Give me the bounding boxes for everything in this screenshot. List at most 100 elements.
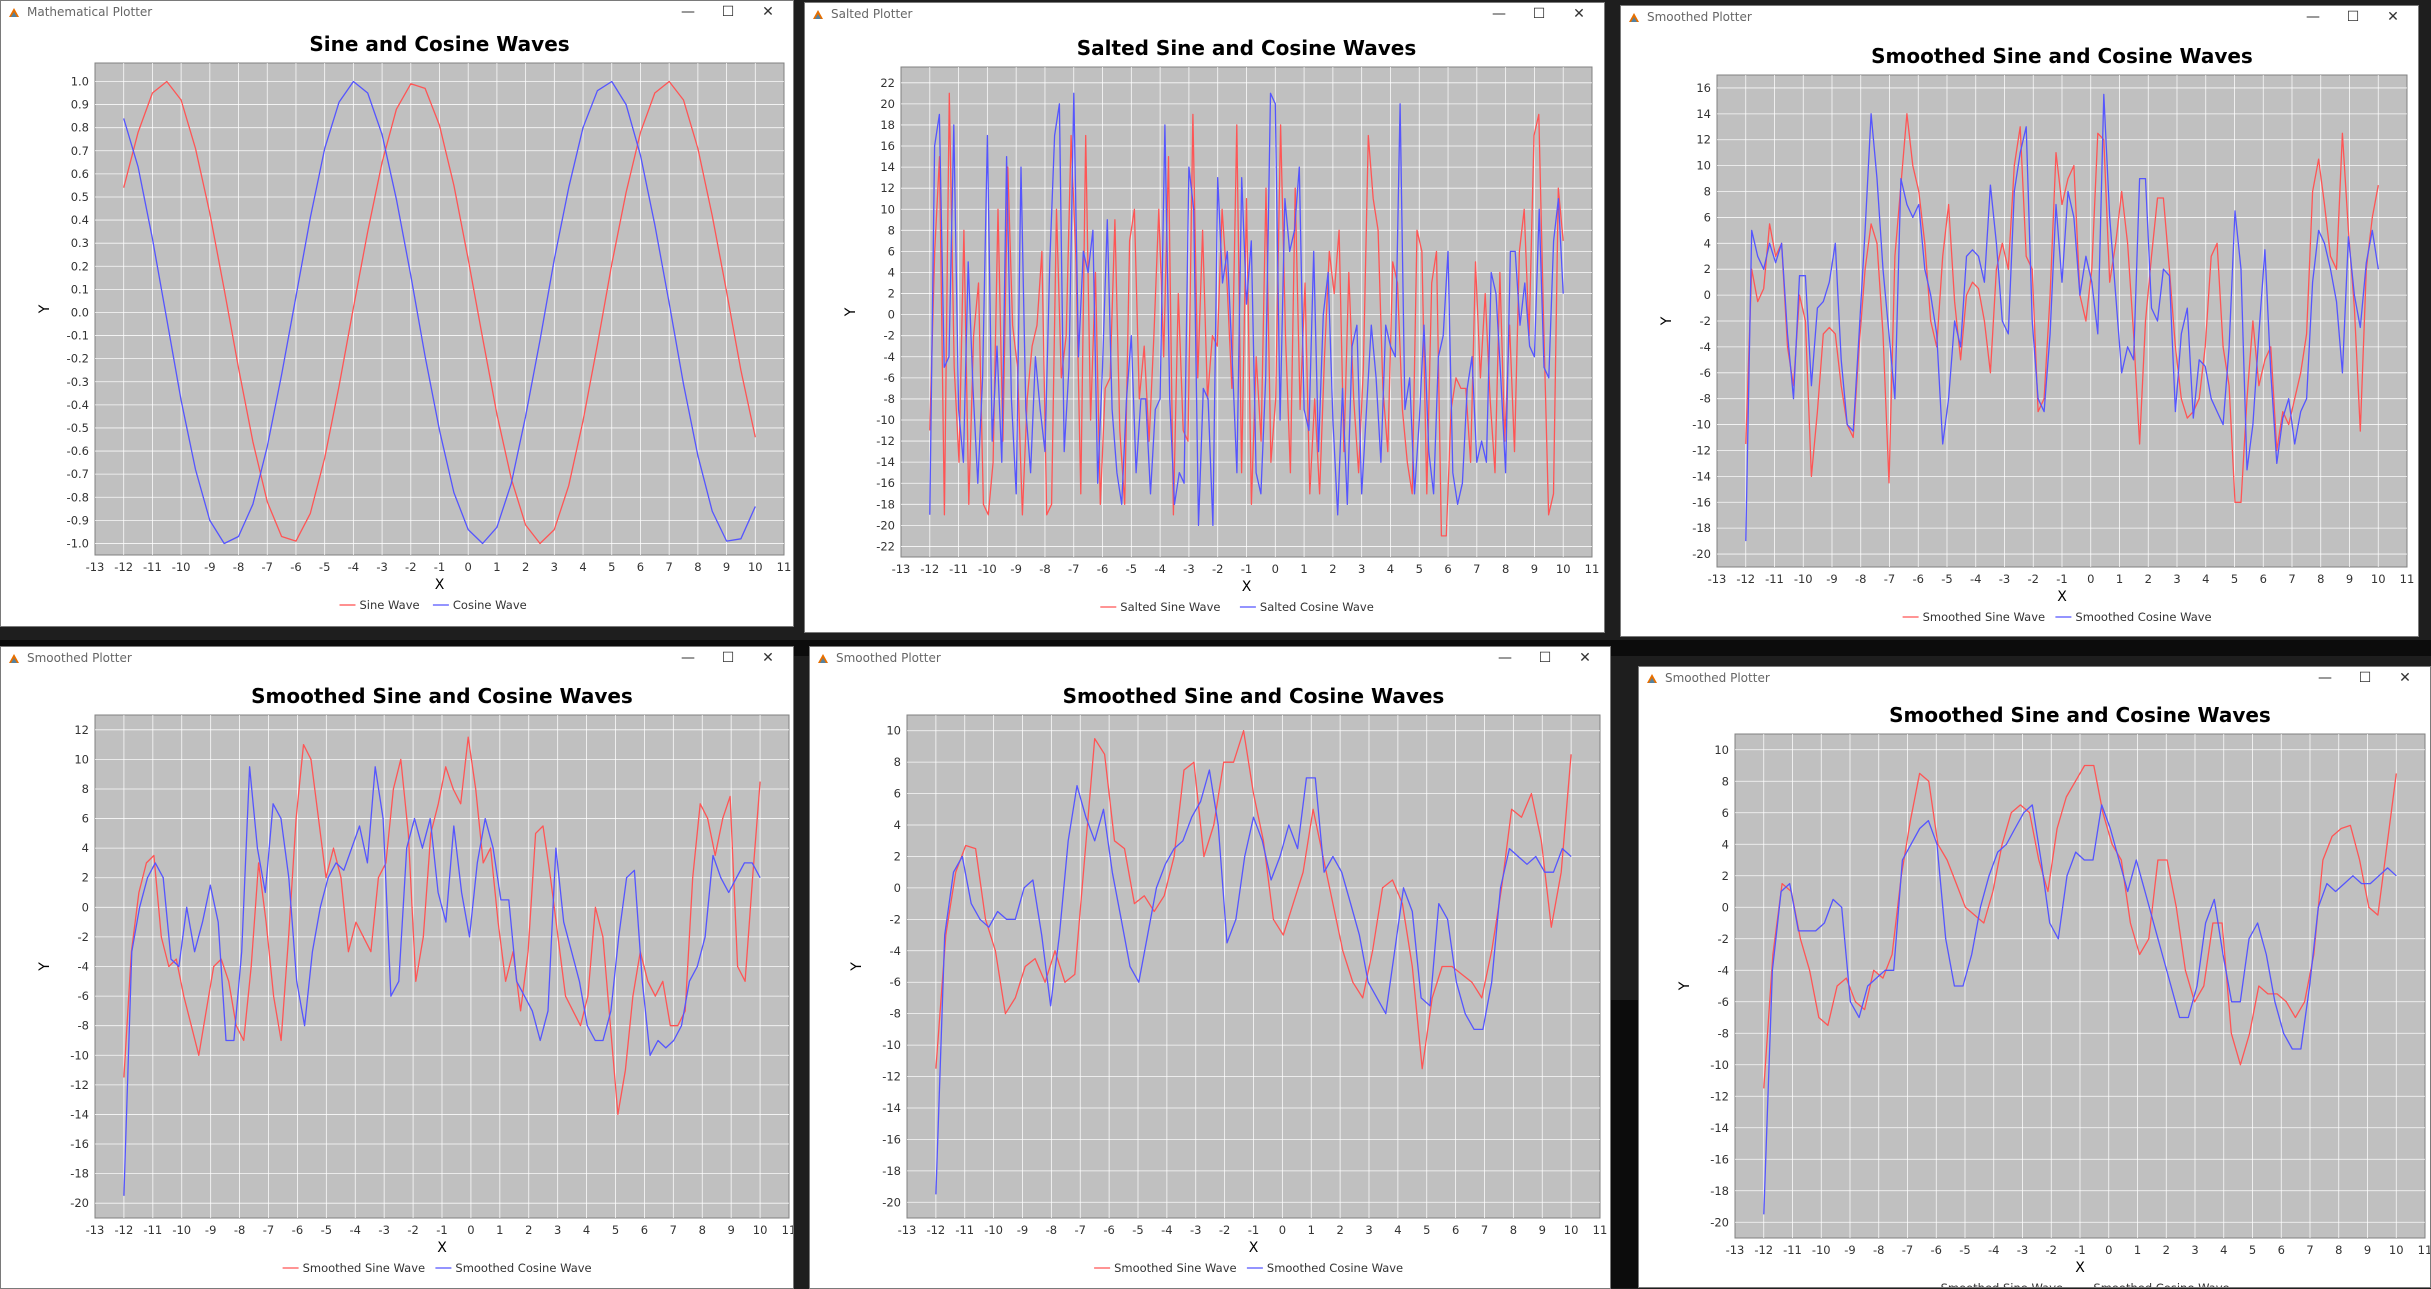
- y-tick-label: 2: [82, 871, 89, 885]
- x-tick-label: -4: [1161, 1223, 1172, 1237]
- y-tick-label: 1.0: [71, 74, 89, 88]
- close-button[interactable]: ✕: [2387, 9, 2399, 25]
- x-tick-label: 6: [2278, 1243, 2285, 1257]
- legend-entry: Salted Sine Wave: [1120, 600, 1220, 614]
- y-tick-label: -12: [1692, 443, 1711, 457]
- java-app-icon: [818, 654, 828, 663]
- x-tick-label: 7: [2288, 572, 2295, 586]
- window-titlebar[interactable]: Smoothed Plotter — ☐ ✕: [1, 647, 793, 671]
- x-tick-label: -5: [321, 1223, 332, 1237]
- y-tick-label: -10: [882, 1038, 901, 1052]
- y-tick-label: -22: [876, 539, 895, 553]
- minimize-button[interactable]: —: [2306, 9, 2320, 25]
- y-tick-label: -2: [1718, 932, 1729, 946]
- close-button[interactable]: ✕: [1573, 6, 1585, 22]
- y-tick-label: 0.3: [71, 236, 89, 250]
- x-tick-label: 0: [1272, 562, 1279, 576]
- window-titlebar[interactable]: Smoothed Plotter — ☐ ✕: [1621, 6, 2418, 30]
- plotter-window[interactable]: Smoothed Plotter — ☐ ✕ Smoothed Sine and Cos…: [0, 646, 794, 1289]
- y-tick-label: 2: [1722, 869, 1729, 883]
- window-titlebar[interactable]: Mathematical Plotter — ☐ ✕: [1, 1, 793, 25]
- minimize-button[interactable]: —: [1492, 6, 1506, 22]
- x-tick-label: -1: [1248, 1223, 1259, 1237]
- minimize-button[interactable]: —: [2318, 670, 2332, 686]
- window-titlebar[interactable]: Smoothed Plotter — ☐ ✕: [1639, 667, 2430, 691]
- x-tick-label: 7: [666, 560, 673, 574]
- x-tick-label: 4: [579, 560, 586, 574]
- minimize-button[interactable]: —: [681, 650, 695, 666]
- x-tick-label: 0: [2105, 1243, 2112, 1257]
- x-tick-label: -12: [1754, 1243, 1773, 1257]
- y-tick-label: -16: [876, 476, 895, 490]
- line-chart: Smoothed Sine and Cosine Waves-13 -12 -11-…: [37, 684, 793, 1275]
- y-tick-label: -8: [884, 392, 895, 406]
- x-tick-label: 4: [1394, 1223, 1401, 1237]
- y-tick-label: 0.1: [71, 282, 89, 296]
- close-button[interactable]: ✕: [762, 650, 774, 666]
- x-tick-label: 1: [493, 560, 500, 574]
- y-tick-label: 0.5: [71, 190, 89, 204]
- x-tick-label: -10: [1812, 1243, 1831, 1257]
- plotter-window[interactable]: Smoothed Plotter — ☐ ✕ Smoothed Sine and Cos…: [809, 646, 1611, 1289]
- maximize-button[interactable]: ☐: [2346, 9, 2360, 25]
- y-tick-label: 0.2: [71, 259, 89, 273]
- maximize-button[interactable]: ☐: [2358, 670, 2372, 686]
- y-tick-label: -18: [876, 497, 895, 511]
- y-tick-label: 0: [1722, 900, 1729, 914]
- series-line-1: [123, 766, 761, 1196]
- maximize-button[interactable]: ☐: [1532, 6, 1546, 22]
- x-tick-label: -2: [407, 1223, 418, 1237]
- x-tick-label: 7: [670, 1223, 677, 1237]
- legend-entry: Smoothed Sine Wave: [1941, 1281, 2063, 1287]
- maximize-button[interactable]: ☐: [721, 650, 735, 666]
- y-tick-label: 14: [880, 160, 895, 174]
- plotter-window[interactable]: Smoothed Plotter — ☐ ✕ Smoothed Sine and Cos…: [1620, 5, 2419, 637]
- plotter-window[interactable]: Mathematical Plotter — ☐ ✕ Sine and Cosine W…: [0, 0, 794, 627]
- x-tick-label: 10: [2389, 1243, 2404, 1257]
- x-tick-label: -6: [1103, 1223, 1114, 1237]
- x-tick-label: -11: [949, 562, 968, 576]
- close-button[interactable]: ✕: [2399, 670, 2411, 686]
- close-button[interactable]: ✕: [1579, 650, 1591, 666]
- y-tick-label: -18: [1692, 521, 1711, 535]
- x-tick-label: -8: [234, 1223, 245, 1237]
- x-tick-label: -9: [1844, 1243, 1855, 1257]
- maximize-button[interactable]: ☐: [721, 4, 735, 20]
- x-tick-label: -3: [1190, 1223, 1201, 1237]
- x-axis-label: X: [2075, 1260, 2085, 1276]
- y-tick-label: -4: [1700, 340, 1711, 354]
- plotter-window[interactable]: Smoothed Plotter — ☐ ✕ Smoothed Sine and Cos…: [1638, 666, 2431, 1288]
- y-tick-label: -1.0: [67, 536, 89, 550]
- y-tick-label: 4: [888, 265, 895, 279]
- x-tick-label: -5: [319, 560, 330, 574]
- x-tick-label: -7: [1902, 1243, 1913, 1257]
- x-tick-label: 1: [496, 1223, 503, 1237]
- minimize-button[interactable]: —: [681, 4, 695, 20]
- java-app-icon: [1629, 13, 1639, 22]
- y-tick-label: -0.4: [67, 398, 89, 412]
- x-tick-label: 5: [1416, 562, 1423, 576]
- window-titlebar[interactable]: Salted Plotter — ☐ ✕: [805, 3, 1604, 27]
- x-tick-label: -3: [1999, 572, 2010, 586]
- y-tick-label: -20: [1710, 1215, 1729, 1229]
- x-tick-label: 8: [699, 1223, 706, 1237]
- y-tick-label: 8: [82, 782, 89, 796]
- x-tick-label: -4: [1154, 562, 1165, 576]
- x-tick-label: 9: [2364, 1243, 2371, 1257]
- minimize-button[interactable]: —: [1498, 650, 1512, 666]
- plotter-window[interactable]: Salted Plotter — ☐ ✕ Salted Sine and Cosine …: [804, 2, 1605, 633]
- y-tick-label: 12: [1696, 133, 1711, 147]
- x-tick-label: -6: [292, 1223, 303, 1237]
- x-tick-label: -5: [1132, 1223, 1143, 1237]
- y-tick-label: -20: [70, 1196, 89, 1210]
- y-tick-label: -8: [1718, 1026, 1729, 1040]
- maximize-button[interactable]: ☐: [1538, 650, 1552, 666]
- x-tick-label: 3: [2191, 1243, 2198, 1257]
- close-button[interactable]: ✕: [762, 4, 774, 20]
- x-tick-label: -6: [1913, 572, 1924, 586]
- window-titlebar[interactable]: Smoothed Plotter — ☐ ✕: [810, 647, 1610, 671]
- y-tick-label: 2: [1704, 262, 1711, 276]
- x-tick-label: -12: [115, 1223, 134, 1237]
- y-tick-label: -8: [78, 1019, 89, 1033]
- y-tick-label: 6: [82, 812, 89, 826]
